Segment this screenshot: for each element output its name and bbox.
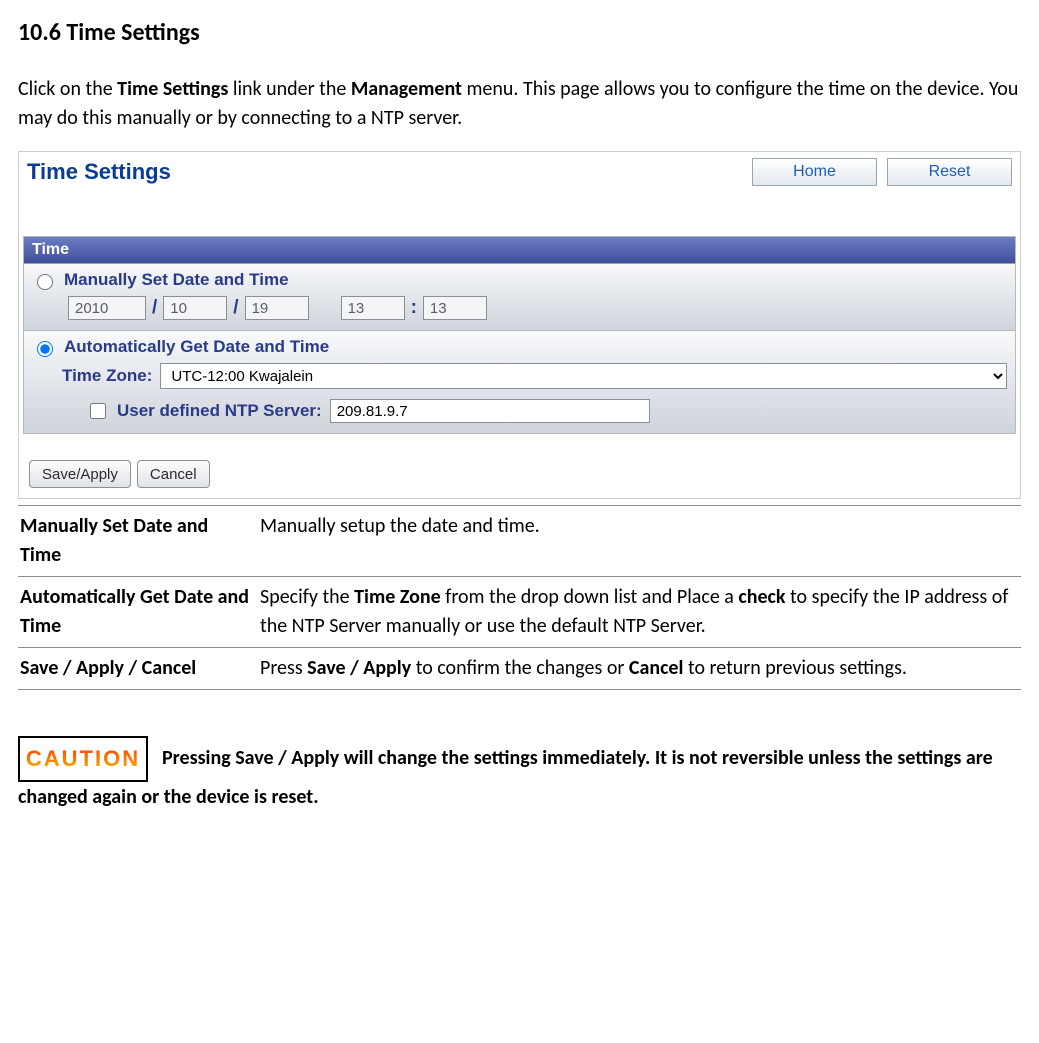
row3-val: Press Save / Apply to confirm the change… [258,648,1021,690]
intro-paragraph: Click on the Time Settings link under th… [18,75,1021,133]
section-heading: 10.6 Time Settings [18,18,1021,47]
caution-badge-text: CAUTION [26,746,140,771]
cancel-button[interactable]: Cancel [137,460,210,488]
month-input[interactable] [163,296,227,320]
panel-header: Time Settings Home Reset [23,156,1016,192]
timezone-label: Time Zone: [62,366,152,386]
timezone-select[interactable]: UTC-12:00 Kwajalein [160,363,1007,389]
ntp-label: User defined NTP Server: [117,401,322,421]
intro-mid1: link under the [228,77,350,101]
time-section: Time Manually Set Date and Time / / : [23,236,1016,434]
ntp-line: User defined NTP Server: [86,399,1007,423]
intro-pre: Click on the [18,77,117,101]
caution-block: CAUTIONPressing Save / Apply will change… [18,736,1021,812]
ntp-ip-input[interactable] [330,399,650,423]
ntp-checkbox[interactable] [90,403,106,419]
caution-text: Pressing Save / Apply will change the se… [18,746,993,809]
auto-option[interactable]: Automatically Get Date and Time [32,337,1007,357]
table-row: Automatically Get Date and Time Specify … [18,577,1021,648]
r3-b1: Save / Apply [307,656,411,680]
intro-link-time-settings: Time Settings [117,77,228,101]
table-row: Manually Set Date and Time Manually setu… [18,506,1021,577]
r2-pre: Specify the [260,585,354,609]
auto-radio[interactable] [37,341,53,357]
row2-key: Automatically Get Date and Time [18,577,258,648]
date-fields: / / : [68,296,1007,320]
r2-mid: from the drop down list and Place a [441,585,739,609]
r3-b2: Cancel [629,656,684,680]
manual-option[interactable]: Manually Set Date and Time [32,270,1007,290]
panel-title: Time Settings [27,159,171,185]
manual-row: Manually Set Date and Time / / : [24,264,1015,331]
r3-post: to return previous settings. [683,656,907,680]
time-section-header: Time [24,237,1015,264]
r2-b2: check [738,585,785,609]
slash-2: / [233,297,238,319]
hour-input[interactable] [341,296,405,320]
caution-icon: CAUTION [18,736,148,782]
manual-label: Manually Set Date and Time [64,270,289,290]
row2-val: Specify the Time Zone from the drop down… [258,577,1021,648]
r3-mid: to confirm the changes or [411,656,629,680]
table-row: Save / Apply / Cancel Press Save / Apply… [18,648,1021,690]
reset-button[interactable]: Reset [887,158,1012,186]
row1-key: Manually Set Date and Time [18,506,258,577]
time-settings-screenshot: Time Settings Home Reset Time Manually S… [18,151,1021,499]
action-buttons: Save/Apply Cancel [29,460,1016,488]
description-table: Manually Set Date and Time Manually setu… [18,505,1021,690]
r3-pre: Press [260,656,307,680]
manual-radio[interactable] [37,274,53,290]
auto-row: Automatically Get Date and Time Time Zon… [24,331,1015,433]
home-button[interactable]: Home [752,158,877,186]
intro-management: Management [351,77,462,101]
row3-key: Save / Apply / Cancel [18,648,258,690]
panel-header-buttons: Home Reset [752,158,1012,186]
year-input[interactable] [68,296,146,320]
colon: : [411,297,417,319]
minute-input[interactable] [423,296,487,320]
auto-label: Automatically Get Date and Time [64,337,329,357]
row1-val: Manually setup the date and time. [258,506,1021,577]
r2-b1: Time Zone [354,585,441,609]
save-apply-button[interactable]: Save/Apply [29,460,131,488]
timezone-line: Time Zone: UTC-12:00 Kwajalein [62,363,1007,389]
slash-1: / [152,297,157,319]
day-input[interactable] [245,296,309,320]
